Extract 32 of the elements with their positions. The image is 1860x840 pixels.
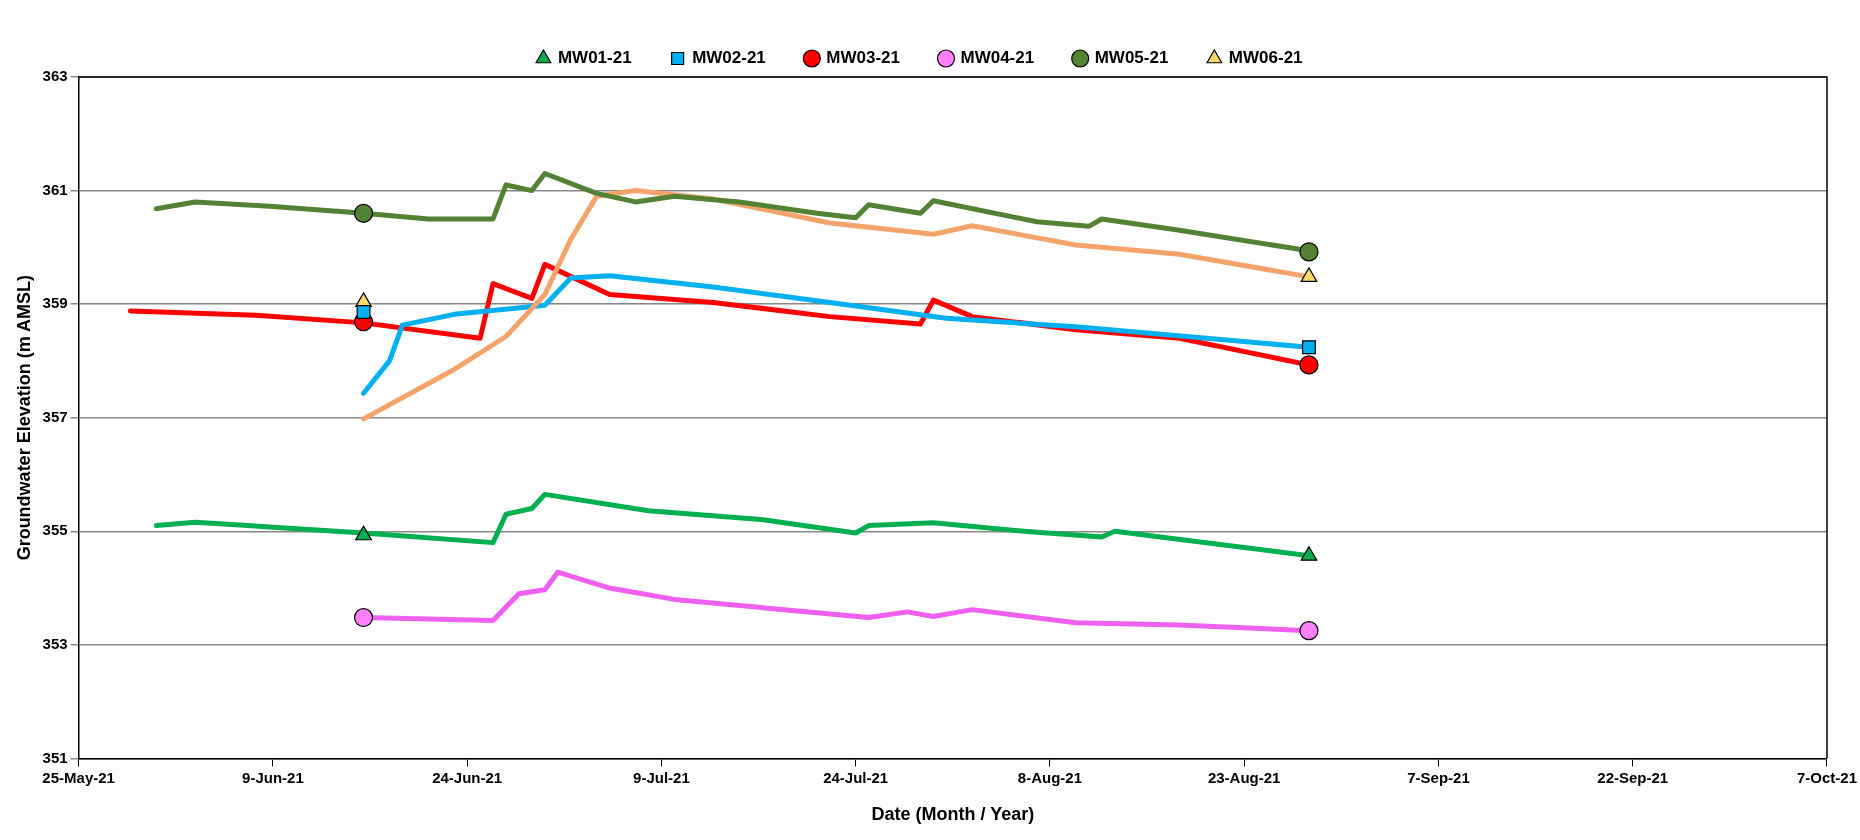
x-tick-label: 7-Oct-21: [1796, 768, 1857, 786]
y-tick-label: 353: [42, 634, 68, 652]
x-tick-label: 9-Jun-21: [242, 768, 304, 786]
point: [1301, 340, 1316, 355]
legend-label: MW03-21: [826, 48, 900, 68]
point: [353, 607, 374, 628]
x-axis-title: Date (Month / Year): [871, 804, 1035, 825]
y-tick-label: 359: [42, 294, 68, 312]
point: [1299, 621, 1319, 641]
x-tick-label: 24-Jun-21: [432, 768, 503, 786]
x-tick-label: 23-Aug-21: [1207, 768, 1281, 786]
legend-label: MW05-21: [1094, 48, 1169, 68]
point: [1299, 355, 1319, 375]
point: [356, 305, 371, 320]
point: [353, 203, 374, 223]
y-tick-label: 357: [42, 407, 68, 425]
legend-label: MW04-21: [960, 48, 1035, 68]
x-tick-label: 9-Jul-21: [633, 768, 690, 786]
legend-label: MW02-21: [692, 48, 766, 68]
x-tick-label: 8-Aug-21: [1017, 768, 1083, 786]
legend-label: MW01-21: [557, 48, 632, 68]
x-tick-label: 22-Sep-21: [1597, 768, 1669, 786]
x-tick-label: 24-Jul-21: [823, 768, 889, 786]
y-axis-title: Groundwater Elevation (m AMSL): [13, 275, 34, 561]
y-tick-label: 351: [42, 748, 68, 766]
x-tick-label: 7-Sep-21: [1407, 768, 1470, 786]
y-tick-label: 355: [42, 521, 68, 539]
legend-label: MW06-21: [1228, 48, 1303, 68]
x-tick-label: 25-May-21: [42, 768, 115, 786]
point: [1299, 242, 1319, 262]
y-tick-label: 361: [42, 180, 68, 198]
y-tick-label: 363: [42, 67, 68, 85]
